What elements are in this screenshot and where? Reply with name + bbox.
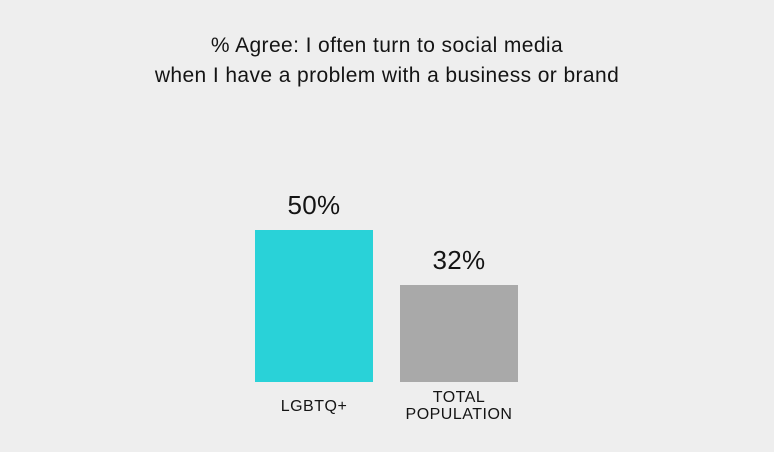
chart-title: % Agree: I often turn to social media wh…	[0, 31, 774, 91]
total-population-bar	[400, 285, 518, 382]
chart-title-line1: % Agree: I often turn to social media	[210, 34, 564, 57]
bar-group-lgbtq: 50% LGBTQ+	[255, 190, 373, 430]
bars-row: 50% LGBTQ+ 32% TOTAL POPULATION	[255, 0, 518, 430]
bar-group-total-population: 32% TOTAL POPULATION	[400, 245, 518, 430]
bar-value-label-total-population: 32%	[432, 245, 486, 275]
bar-category-label-lgbtq: LGBTQ+	[280, 397, 348, 415]
lgbtq-bar	[255, 230, 373, 382]
bar-value-label-lgbtq: 50%	[287, 190, 341, 220]
chart-title-line2: when I have a problem with a business or…	[154, 64, 620, 87]
bar-category-label-total-population: TOTAL POPULATION	[405, 389, 513, 423]
